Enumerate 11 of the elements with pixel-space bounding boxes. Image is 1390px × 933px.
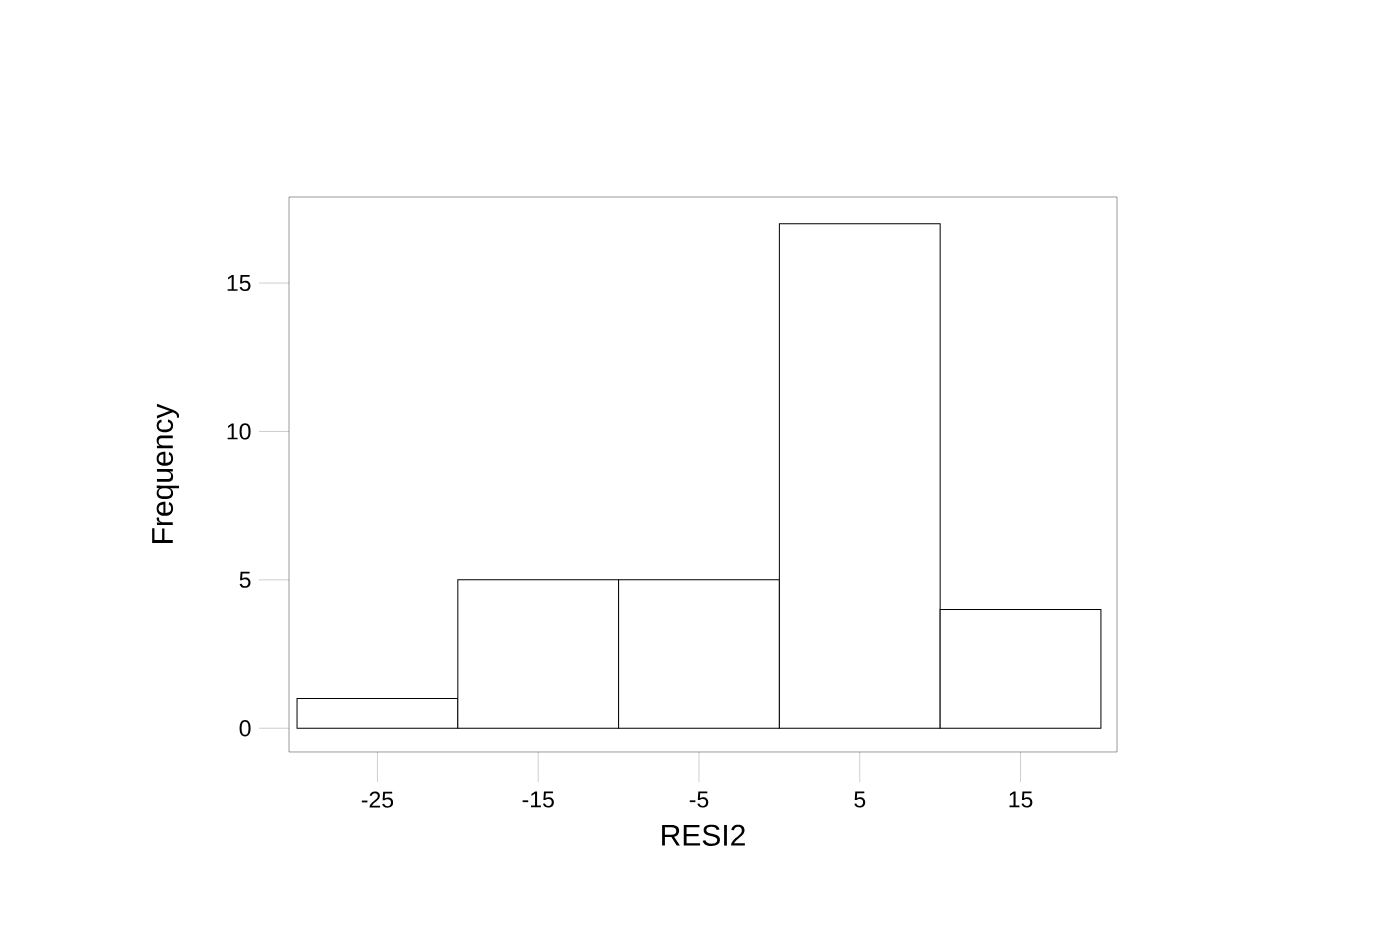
x-axis-title: RESI2 — [662, 824, 745, 846]
x-tick-label: -25 — [361, 791, 394, 808]
y-tick-label: 0 — [239, 720, 251, 737]
x-tick-label: -5 — [689, 791, 709, 808]
x-tick-label: 15 — [1009, 791, 1033, 808]
y-tick-label: 15 — [227, 275, 251, 292]
y-tick-label: 10 — [227, 423, 251, 440]
y-tick-label: 5 — [239, 571, 251, 588]
y-axis-title: Frequency — [152, 403, 180, 543]
x-tick-label: 5 — [854, 791, 866, 808]
x-tick-label: -15 — [522, 791, 554, 808]
